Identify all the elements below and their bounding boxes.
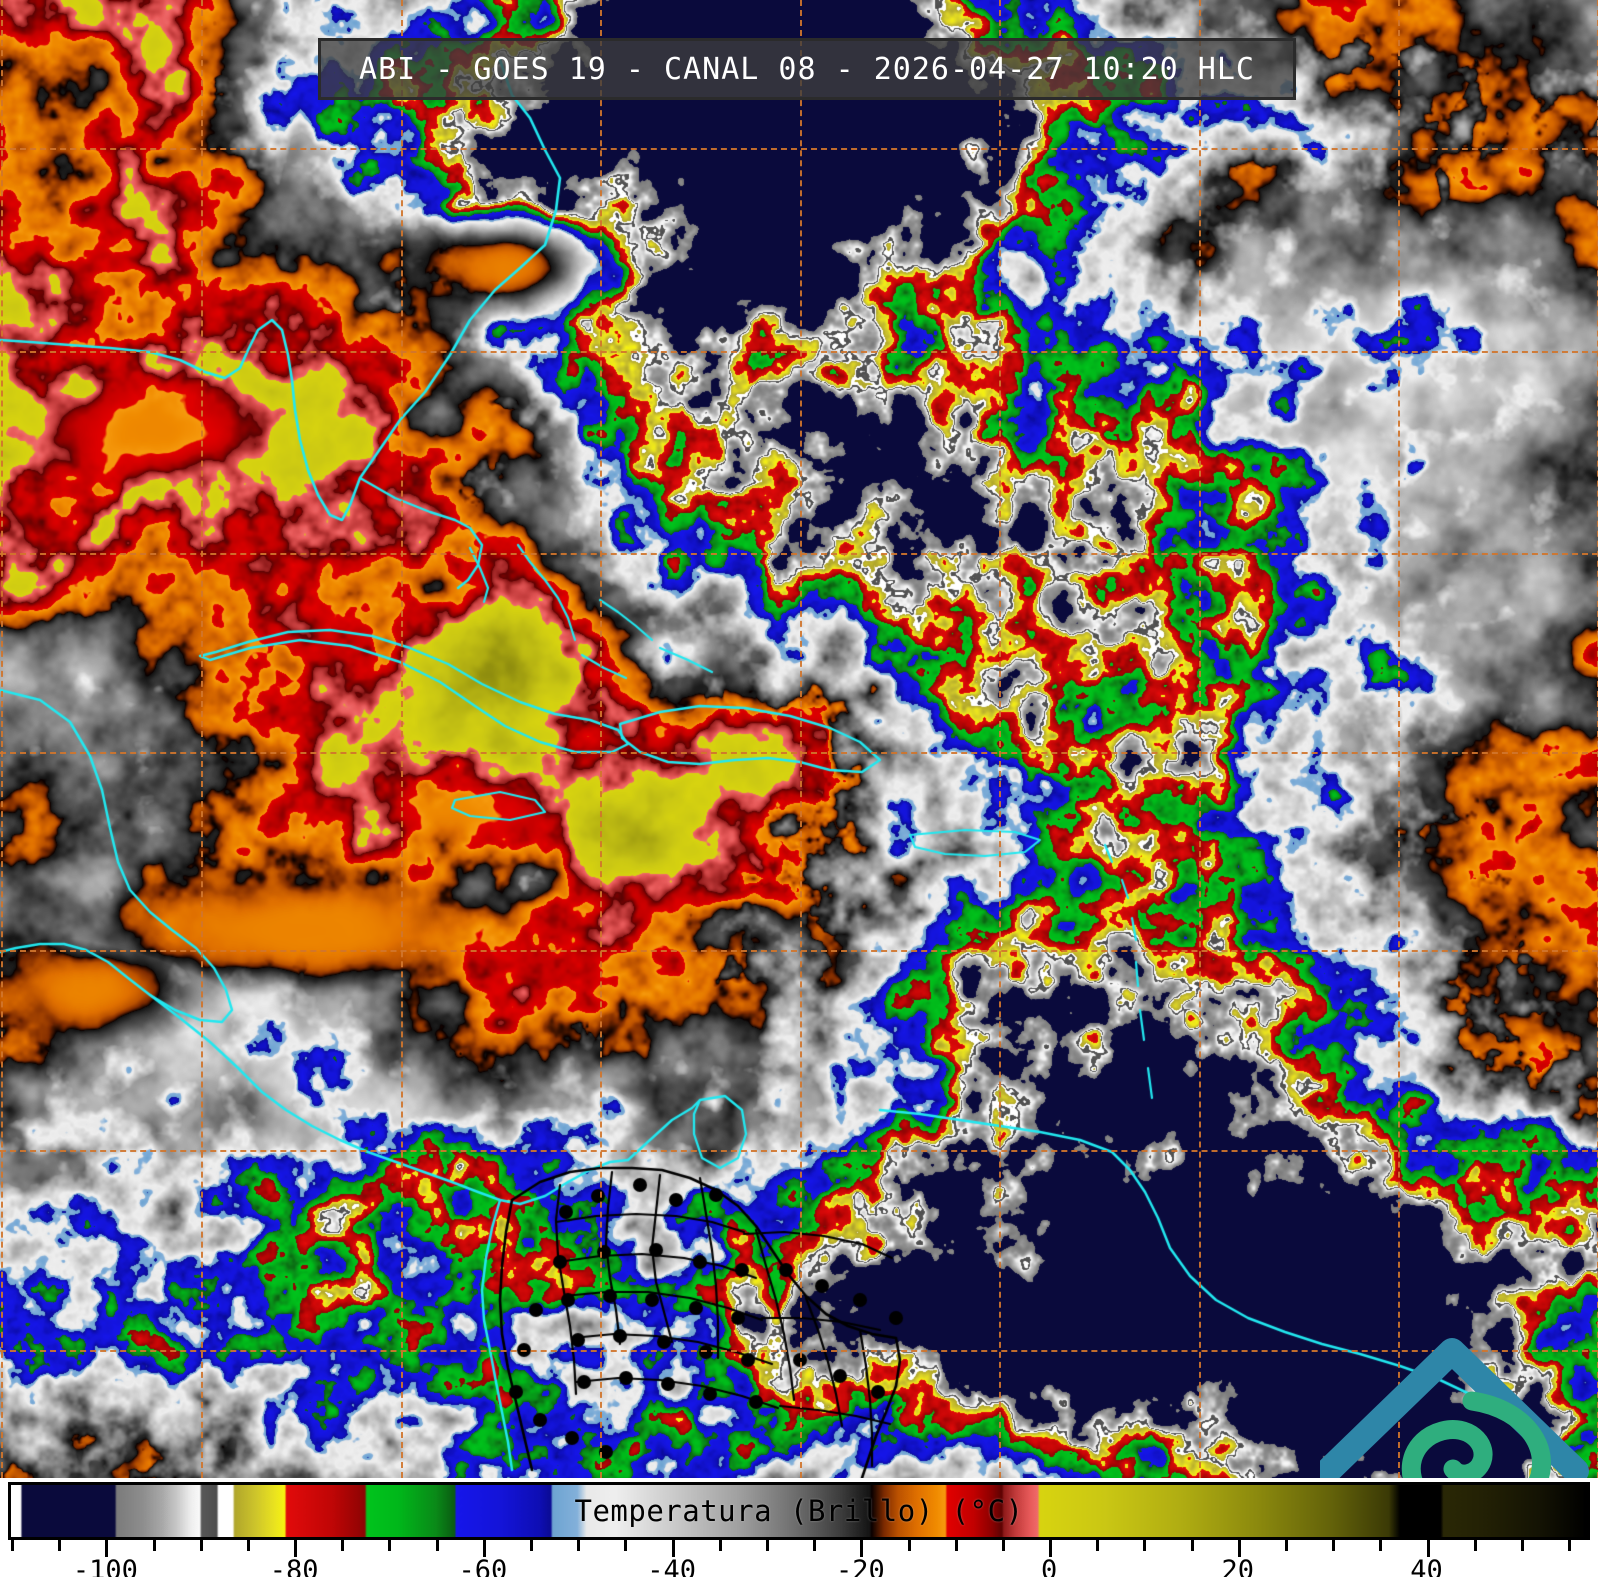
colorbar-minor-tick-17 [1096,1540,1100,1551]
colorbar-minor-tick-6 [388,1540,392,1551]
colorbar-minor-tick-23 [1473,1540,1477,1551]
colorbar-tick-label-1: -80 [269,1555,319,1577]
colorbar-area: Temperatura (Brillo) (°C) -100 -80 -60 -40-… [0,1478,1598,1577]
colorbar-minor-tick-8 [530,1540,534,1551]
colorbar-minor-tick-11 [718,1540,722,1551]
colorbar-major-tick-3 [671,1540,675,1557]
product-title-text: ABI - GOES 19 - CANAL 08 - 2026-04-27 10… [359,51,1255,87]
colorbar-minor-tick-13 [813,1540,817,1551]
colorbar-major-tick-5 [1049,1540,1053,1557]
colorbar-tick-label-2: -60 [458,1555,508,1577]
colorbar-major-tick-6 [1237,1540,1241,1557]
colorbar-minor-tick-22 [1379,1540,1383,1551]
colorbar-tick-label-3: -40 [647,1555,696,1577]
colorbar-minor-tick-15 [954,1540,958,1551]
colorbar-minor-tick-4 [246,1540,250,1551]
colorbar-minor-tick-19 [1190,1540,1194,1551]
colorbar-minor-tick-9 [577,1540,581,1551]
product-title-plate: ABI - GOES 19 - CANAL 08 - 2026-04-27 10… [318,38,1296,100]
colorbar-minor-tick-3 [199,1540,203,1551]
colorbar-tick-label-7: 40 [1410,1555,1443,1577]
colorbar-minor-tick-21 [1332,1540,1336,1551]
satellite-imagery-canvas [0,0,1598,1478]
colorbar-tick-label-5: 0 [1040,1555,1058,1577]
colorbar-gradient [11,1485,1587,1537]
colorbar-major-tick-7 [1426,1540,1430,1557]
colorbar-minor-tick-18 [1143,1540,1147,1551]
colorbar-major-tick-1 [294,1540,298,1557]
colorbar-minor-tick-5 [341,1540,345,1551]
colorbar-ticks: -100 -80 -60 -40 -20 0 20 40 [8,1540,1590,1577]
colorbar-minor-tick-20 [1285,1540,1288,1551]
colorbar-minor-tick-7 [435,1540,439,1551]
colorbar-major-tick-2 [482,1540,486,1557]
satellite-map[interactable] [0,0,1598,1478]
colorbar-minor-tick-14 [907,1540,911,1551]
colorbar-minor-tick-2 [152,1540,156,1551]
colorbar-major-tick-0 [105,1540,109,1557]
colorbar-tick-label-0: -100 [72,1555,138,1577]
colorbar-major-tick-4 [860,1540,864,1557]
colorbar-minor-tick-12 [765,1540,769,1551]
colorbar-minor-tick-24 [1520,1540,1524,1551]
colorbar-minor-tick-1 [58,1540,62,1551]
colorbar-minor-tick-0 [11,1540,14,1551]
colorbar-minor-tick-25 [1568,1540,1572,1551]
colorbar-minor-tick-10 [624,1540,628,1551]
colorbar[interactable]: Temperatura (Brillo) (°C) [8,1482,1590,1540]
colorbar-tick-label-4: -20 [835,1555,885,1577]
colorbar-minor-tick-16 [1001,1540,1005,1551]
colorbar-tick-label-6: 20 [1221,1555,1255,1577]
